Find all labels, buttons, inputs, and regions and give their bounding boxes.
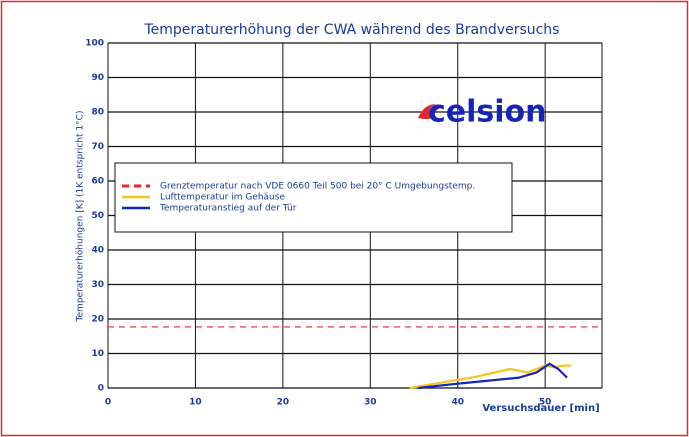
y-tick-label: 30 [91, 280, 104, 290]
x-tick-label: 50 [539, 398, 552, 408]
y-tick-label: 100 [85, 39, 104, 49]
y-tick-label: 80 [91, 108, 104, 118]
y-tick-label: 90 [91, 73, 104, 83]
series-line [409, 364, 572, 390]
legend-label: Grenztemperatur nach VDE 0660 Teil 500 b… [160, 182, 475, 192]
x-tick-label: 30 [364, 398, 377, 408]
legend-box [114, 162, 513, 233]
x-axis-label: Versuchsdauer [min] [482, 403, 599, 414]
x-tick-label: 20 [277, 398, 290, 408]
y-tick-label: 0 [98, 384, 104, 394]
x-tick-label: 0 [105, 398, 111, 408]
y-tick-label: 20 [91, 315, 104, 325]
logo: celsion [428, 95, 547, 130]
y-tick-label: 40 [91, 246, 104, 256]
chart-title: Temperaturerhöhung der CWA während des B… [144, 22, 560, 38]
x-tick-label: 40 [451, 398, 464, 408]
legend-label: Temperaturanstieg auf der Tür [159, 204, 297, 214]
logo-flame [418, 104, 440, 119]
y-tick-label: 50 [91, 211, 104, 221]
y-tick-label: 10 [91, 349, 104, 359]
y-tick-label: 70 [91, 142, 104, 152]
series-line [418, 362, 568, 390]
x-tick-label: 10 [189, 398, 202, 408]
y-tick-label: 60 [91, 177, 104, 187]
y-axis-label: Temperaturerhöhungen [K] (1K entspricht … [76, 111, 86, 323]
legend-label: Lufttemperatur im Gehäuse [160, 193, 285, 203]
